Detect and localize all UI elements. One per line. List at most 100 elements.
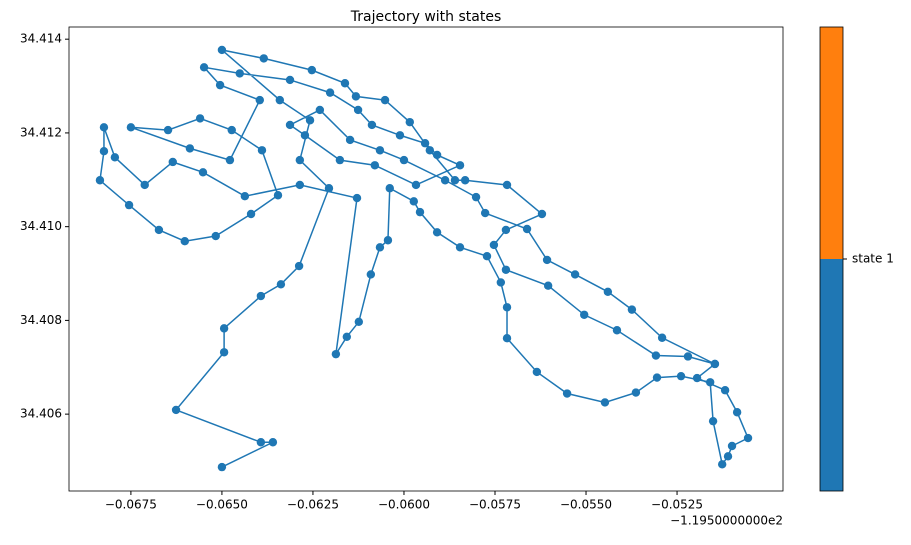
x-offset-label: −1.1950000000e2 — [670, 514, 783, 528]
point — [99, 147, 109, 156]
point — [353, 105, 363, 115]
point — [275, 95, 285, 105]
point — [612, 326, 622, 335]
point — [255, 95, 264, 105]
y-tick-label: 34.408 — [20, 313, 62, 327]
point — [580, 310, 589, 319]
point — [676, 371, 686, 381]
point — [562, 389, 572, 398]
point — [455, 161, 465, 170]
point — [420, 139, 430, 148]
point — [276, 280, 286, 289]
point — [460, 176, 470, 185]
point — [502, 303, 512, 312]
point — [603, 287, 613, 297]
point — [294, 261, 304, 271]
point — [354, 317, 364, 327]
point — [385, 184, 394, 193]
x-tick-label: −0.0625 — [287, 498, 339, 512]
colorbar-segment — [820, 259, 843, 491]
point — [163, 125, 173, 135]
point — [399, 155, 409, 165]
point — [268, 438, 278, 447]
point — [501, 225, 511, 235]
point — [351, 92, 361, 101]
point — [240, 191, 250, 201]
point — [199, 63, 209, 72]
point — [717, 460, 727, 469]
point — [727, 441, 737, 451]
point — [450, 176, 460, 185]
point — [743, 433, 753, 443]
point — [652, 373, 662, 382]
y-tick-label: 34.414 — [20, 32, 62, 46]
point — [409, 197, 419, 206]
point — [225, 155, 235, 165]
point — [600, 398, 610, 407]
point — [259, 54, 268, 63]
point — [124, 200, 134, 210]
point — [171, 405, 181, 415]
point — [154, 225, 164, 235]
point — [217, 462, 227, 472]
point — [195, 114, 205, 123]
point — [501, 265, 511, 274]
point — [295, 180, 305, 190]
point — [710, 359, 720, 369]
point — [471, 192, 481, 202]
colorbar-tick-label: state 1 — [852, 252, 894, 266]
point — [211, 231, 220, 241]
point — [300, 131, 310, 140]
point — [455, 243, 465, 252]
point — [480, 208, 490, 218]
point — [683, 352, 693, 361]
point — [692, 373, 702, 383]
point — [315, 105, 325, 115]
point — [219, 324, 229, 333]
point — [383, 236, 393, 245]
point — [705, 378, 715, 387]
point — [502, 334, 512, 343]
point — [405, 117, 414, 127]
point — [345, 135, 355, 145]
point — [325, 88, 335, 97]
point — [657, 333, 667, 342]
point — [375, 243, 385, 252]
x-tick-label: −0.0600 — [378, 498, 430, 512]
x-tick-label: −0.0575 — [469, 498, 521, 512]
chart-title: Trajectory with states — [350, 9, 502, 25]
point — [395, 131, 405, 140]
y-tick-label: 34.412 — [20, 125, 62, 139]
x-tick-label: −0.0650 — [196, 498, 248, 512]
point — [168, 157, 177, 167]
point — [340, 79, 350, 88]
point — [482, 251, 492, 261]
y-tick-label: 34.410 — [20, 219, 62, 233]
x-tick-label: −0.0550 — [560, 498, 612, 512]
point — [342, 332, 352, 342]
point — [215, 80, 225, 90]
point — [432, 228, 442, 237]
point — [126, 123, 136, 132]
point — [227, 125, 236, 135]
point — [305, 116, 315, 125]
point — [95, 176, 105, 185]
point — [235, 69, 244, 78]
point — [180, 236, 189, 246]
point — [496, 278, 506, 287]
x-tick-label: −0.0525 — [651, 498, 703, 512]
point — [570, 270, 580, 279]
point — [380, 95, 390, 105]
point — [324, 184, 334, 193]
point — [352, 193, 362, 203]
point — [537, 209, 547, 219]
x-tick-label: −0.0675 — [105, 498, 157, 512]
trajectory-line — [99, 48, 750, 468]
point — [415, 207, 425, 217]
point — [432, 150, 442, 160]
point — [257, 146, 267, 155]
point — [532, 367, 542, 377]
point — [295, 155, 305, 165]
point — [246, 209, 256, 219]
